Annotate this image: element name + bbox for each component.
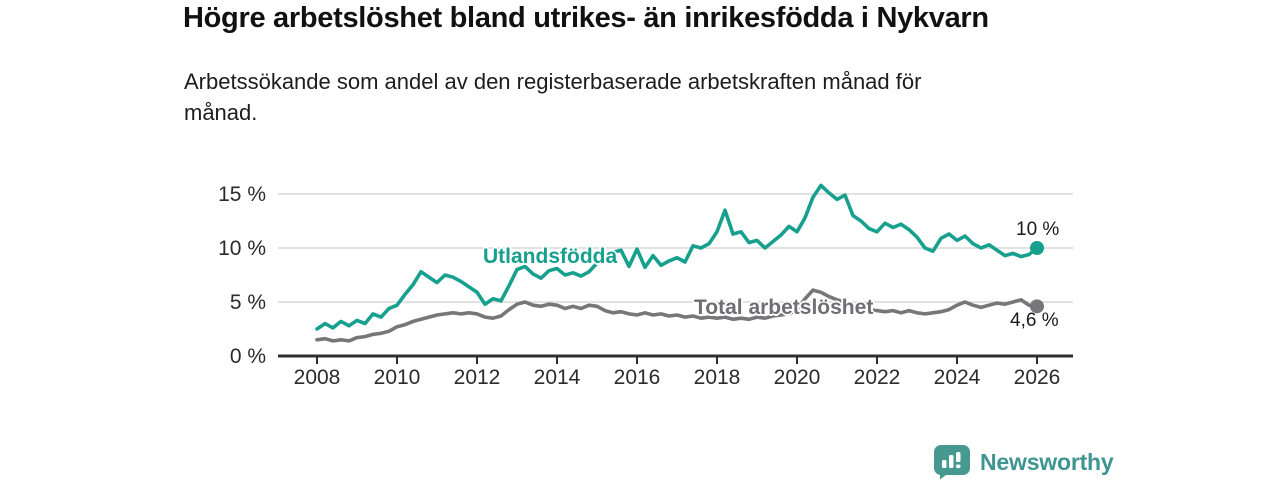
y-tick-label: 15 %	[218, 183, 266, 206]
x-tick-label: 2020	[774, 366, 821, 389]
y-tick-label: 5 %	[230, 291, 266, 314]
newsworthy-logo: Newsworthy	[933, 444, 1114, 480]
end-value-label-total-arbetsloshet: 4,6 %	[1010, 310, 1059, 331]
series-end-dot-utlandsfodda	[1030, 241, 1044, 255]
page-title: Högre arbetslöshet bland utrikes- än inr…	[183, 2, 989, 34]
newsworthy-wordmark: Newsworthy	[980, 448, 1114, 475]
series-label-total-arbetsloshet: Total arbetslöshet	[694, 296, 874, 319]
newsworthy-bubble-chart-icon	[934, 445, 970, 480]
x-tick-label: 2026	[1014, 366, 1061, 389]
x-tick-label: 2012	[454, 366, 501, 389]
x-tick-label: 2016	[614, 366, 661, 389]
series-line-utlandsfodda	[315, 183, 1039, 331]
x-tick-label: 2014	[534, 366, 581, 389]
page-subtitle: Arbetssökande som andel av den registerb…	[184, 69, 922, 125]
y-tick-label: 0 %	[230, 345, 266, 368]
series-label-utlandsfodda: Utlandsfödda	[483, 245, 618, 268]
x-tick-label: 2008	[294, 366, 341, 389]
x-tick-label: 2024	[934, 366, 981, 389]
y-tick-label: 10 %	[218, 237, 266, 260]
end-value-label-utlandsfodda: 10 %	[1016, 219, 1060, 240]
x-tick-label: 2018	[694, 366, 741, 389]
x-tick-label: 2010	[374, 366, 421, 389]
series-end-dot-total-arbetsloshet	[1030, 299, 1044, 314]
series-line-total-arbetsloshet	[315, 288, 1039, 343]
x-tick-label: 2022	[854, 366, 901, 389]
